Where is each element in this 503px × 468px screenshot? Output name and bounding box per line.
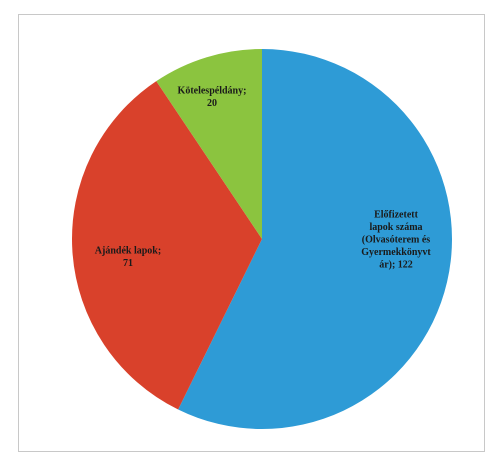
pie-slice <box>178 49 452 429</box>
slice-label-line: 20 <box>207 98 217 109</box>
slice-label: Előfizetett lapok száma (Olvasóterem és Gye… <box>361 210 431 271</box>
slice-label: Kötelespéldány; 20 <box>178 85 247 109</box>
pie-slice <box>71 81 262 410</box>
slice-label-line: lapok száma <box>369 222 422 233</box>
slice-label-line: Ajándék lapok; <box>95 245 161 256</box>
pie-slice <box>156 49 262 239</box>
slice-label-line: 71 <box>123 258 133 269</box>
slice-label-line: (Olvasóterem és <box>362 235 431 246</box>
slice-label-line: Gyermekkönyvt <box>361 247 431 258</box>
slice-label-line: Előfizetett <box>374 210 419 221</box>
slice-label: Ajándék lapok; 71 <box>95 245 161 269</box>
slice-label-line: ár); 122 <box>379 260 413 271</box>
slice-label-line: Kötelespéldány; <box>178 85 247 96</box>
